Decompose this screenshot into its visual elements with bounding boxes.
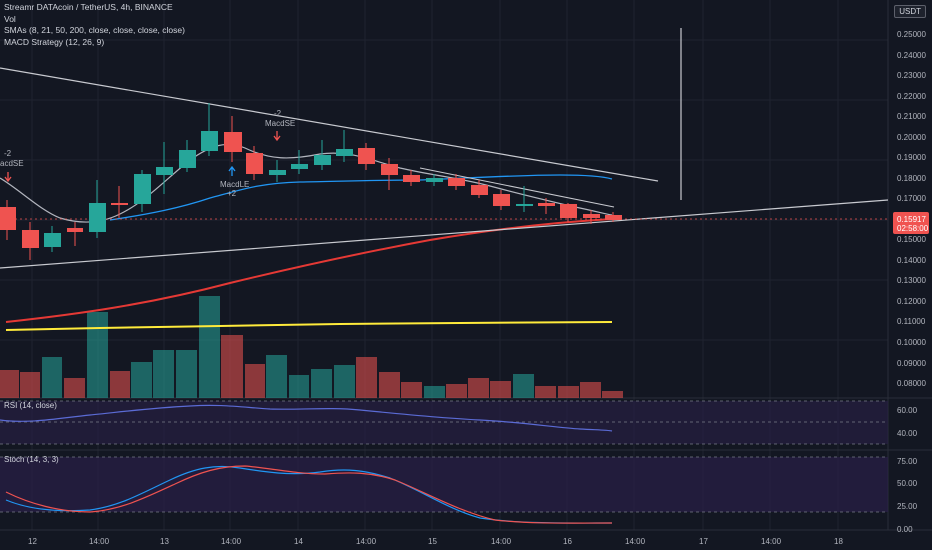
sma-200-line[interactable] bbox=[5, 321, 613, 331]
symbol-title[interactable]: Streamr DATAcoin / TetherUS, 4h, BINANCE bbox=[4, 2, 173, 12]
rsi-label[interactable]: RSI (14, close) bbox=[4, 401, 57, 410]
svg-text:0.21000: 0.21000 bbox=[897, 112, 926, 121]
candles[interactable] bbox=[0, 103, 622, 260]
volume-indicator-label[interactable]: Vol bbox=[4, 13, 16, 24]
sell-arrow-icon bbox=[273, 131, 281, 142]
buy-count: +2 bbox=[227, 189, 237, 198]
macd-signals[interactable]: -2 acdSE -2 MacdSE MacdLE +2 bbox=[0, 109, 295, 198]
volume-bars bbox=[0, 296, 623, 398]
sma-50-line[interactable] bbox=[5, 218, 613, 323]
svg-text:18: 18 bbox=[834, 537, 843, 546]
stoch-tick-75: 75.00 bbox=[897, 457, 918, 466]
svg-text:17: 17 bbox=[699, 537, 708, 546]
stoch-d-line[interactable] bbox=[5, 465, 613, 524]
time-axis[interactable]: 12 14:00 13 14:00 14 14:00 15 14:00 16 1… bbox=[28, 537, 843, 546]
stoch-band bbox=[0, 457, 888, 512]
svg-text:0.12000: 0.12000 bbox=[897, 297, 926, 306]
rsi-line[interactable] bbox=[0, 404, 613, 432]
last-price-value: 0.15917 bbox=[897, 215, 926, 224]
mid-sell-count: -2 bbox=[274, 109, 282, 118]
svg-text:14: 14 bbox=[294, 537, 303, 546]
macd-strategy-label[interactable]: MACD Strategy (12, 26, 9) bbox=[4, 36, 105, 47]
buy-arrow-icon bbox=[228, 165, 236, 176]
price-axis[interactable]: 0.25000 0.24000 0.23000 0.22000 0.21000 … bbox=[897, 30, 926, 388]
svg-text:0.13000: 0.13000 bbox=[897, 276, 926, 285]
svg-text:0.15000: 0.15000 bbox=[897, 235, 926, 244]
rsi-tick-40: 40.00 bbox=[897, 429, 918, 438]
chart-legend: Streamr DATAcoin / TetherUS, 4h, BINANCE… bbox=[4, 2, 185, 48]
svg-text:15: 15 bbox=[428, 537, 437, 546]
svg-text:0.24000: 0.24000 bbox=[897, 51, 926, 60]
last-price-tag: 0.15917 02:58:00 bbox=[893, 212, 929, 234]
svg-text:16: 16 bbox=[563, 537, 572, 546]
svg-text:14:00: 14:00 bbox=[761, 537, 782, 546]
sell-arrow-icon bbox=[4, 172, 12, 183]
currency-button[interactable]: USDT bbox=[894, 5, 926, 18]
lower-trendline[interactable] bbox=[0, 199, 889, 269]
svg-text:0.18000: 0.18000 bbox=[897, 174, 926, 183]
svg-text:0.17000: 0.17000 bbox=[897, 194, 926, 203]
svg-text:0.20000: 0.20000 bbox=[897, 133, 926, 142]
svg-text:0.22000: 0.22000 bbox=[897, 92, 926, 101]
sma-indicator-label[interactable]: SMAs (8, 21, 50, 200, close, close, clos… bbox=[4, 25, 185, 35]
svg-text:14:00: 14:00 bbox=[491, 537, 512, 546]
stoch-tick-0: 0.00 bbox=[897, 525, 913, 534]
svg-text:0.19000: 0.19000 bbox=[897, 153, 926, 162]
rsi-band bbox=[0, 401, 888, 444]
left-sell-label: acdSE bbox=[0, 159, 24, 168]
svg-text:14:00: 14:00 bbox=[356, 537, 377, 546]
stoch-tick-25: 25.00 bbox=[897, 502, 918, 511]
svg-text:0.09000: 0.09000 bbox=[897, 359, 926, 368]
rsi-tick-60: 60.00 bbox=[897, 406, 918, 415]
svg-text:0.25000: 0.25000 bbox=[897, 30, 926, 39]
upper-trendline[interactable] bbox=[0, 67, 659, 182]
inner-trendline[interactable] bbox=[419, 167, 615, 208]
stoch-tick-50: 50.00 bbox=[897, 479, 918, 488]
svg-text:12: 12 bbox=[28, 537, 37, 546]
svg-text:13: 13 bbox=[160, 537, 169, 546]
stoch-k-line[interactable] bbox=[5, 465, 613, 524]
svg-text:0.11000: 0.11000 bbox=[897, 317, 926, 326]
buy-label: MacdLE bbox=[220, 180, 249, 189]
mid-sell-label: MacdSE bbox=[265, 119, 295, 128]
svg-text:0.23000: 0.23000 bbox=[897, 71, 926, 80]
svg-text:0.10000: 0.10000 bbox=[897, 338, 926, 347]
svg-text:0.14000: 0.14000 bbox=[897, 256, 926, 265]
svg-text:0.08000: 0.08000 bbox=[897, 379, 926, 388]
svg-text:14:00: 14:00 bbox=[221, 537, 242, 546]
sma-21-line[interactable] bbox=[109, 174, 613, 221]
svg-text:14:00: 14:00 bbox=[625, 537, 646, 546]
left-sell-count: -2 bbox=[4, 149, 12, 158]
bar-countdown: 02:58:00 bbox=[897, 224, 929, 233]
svg-text:14:00: 14:00 bbox=[89, 537, 110, 546]
stoch-label[interactable]: Stoch (14, 3, 3) bbox=[4, 455, 59, 464]
